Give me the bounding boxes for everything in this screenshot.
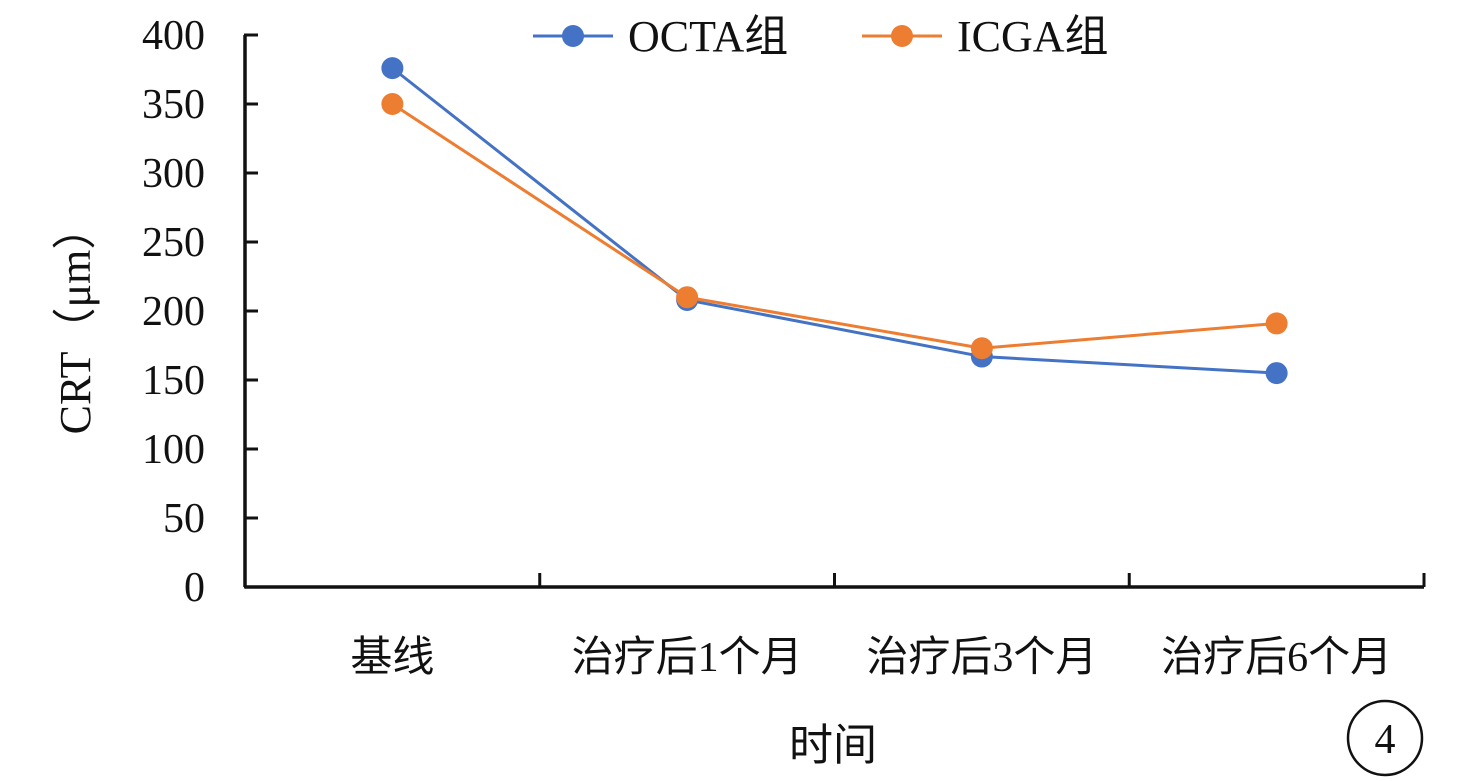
x-category-label: 治疗后1个月 [572, 635, 803, 681]
panel-label-badge: 4 [1346, 699, 1424, 777]
y-tick-label: 150 [142, 358, 205, 404]
legend-label: OCTA组 [628, 12, 788, 61]
y-axis-ticks: 0 50 100 150 200 250 300 350 400 [142, 13, 258, 611]
data-point [1265, 362, 1288, 385]
x-axis-title: 时间 [789, 721, 877, 770]
series-line [391, 66, 1277, 375]
legend: OCTA组 ICGA组 [533, 12, 1109, 61]
data-point [1265, 312, 1288, 335]
data-point [676, 286, 699, 309]
panel-label-text: 4 [1375, 717, 1396, 763]
legend-item-2: ICGA组 [862, 12, 1109, 61]
x-axis-ticks: 基线 治疗后1个月 治疗后3个月 治疗后6个月 [350, 573, 1426, 681]
x-category-label: 基线 [350, 635, 434, 681]
series-2 [381, 93, 1288, 360]
series [381, 57, 1288, 385]
y-tick-label: 100 [142, 427, 205, 473]
x-category-label: 治疗后3个月 [866, 635, 1097, 681]
data-point [970, 337, 993, 360]
legend-swatch-marker [562, 25, 584, 47]
y-axis-title: CRT（μm） [51, 206, 100, 435]
y-tick-label: 400 [142, 13, 205, 59]
y-tick-label: 300 [142, 151, 205, 197]
data-point [381, 57, 404, 80]
y-tick-label: 250 [142, 220, 205, 266]
legend-swatch-marker [891, 25, 913, 47]
legend-label: ICGA组 [957, 12, 1109, 61]
panel-label-circle [1346, 699, 1424, 777]
y-tick-label: 350 [142, 82, 205, 128]
y-tick-label: 0 [184, 565, 205, 611]
data-point [381, 93, 404, 115]
series-line [391, 102, 1277, 350]
legend-item-1: OCTA组 [533, 12, 788, 61]
axes [243, 35, 1424, 589]
x-category-label: 治疗后6个月 [1161, 635, 1392, 681]
y-tick-label: 50 [163, 496, 205, 542]
y-tick-label: 200 [142, 289, 205, 335]
